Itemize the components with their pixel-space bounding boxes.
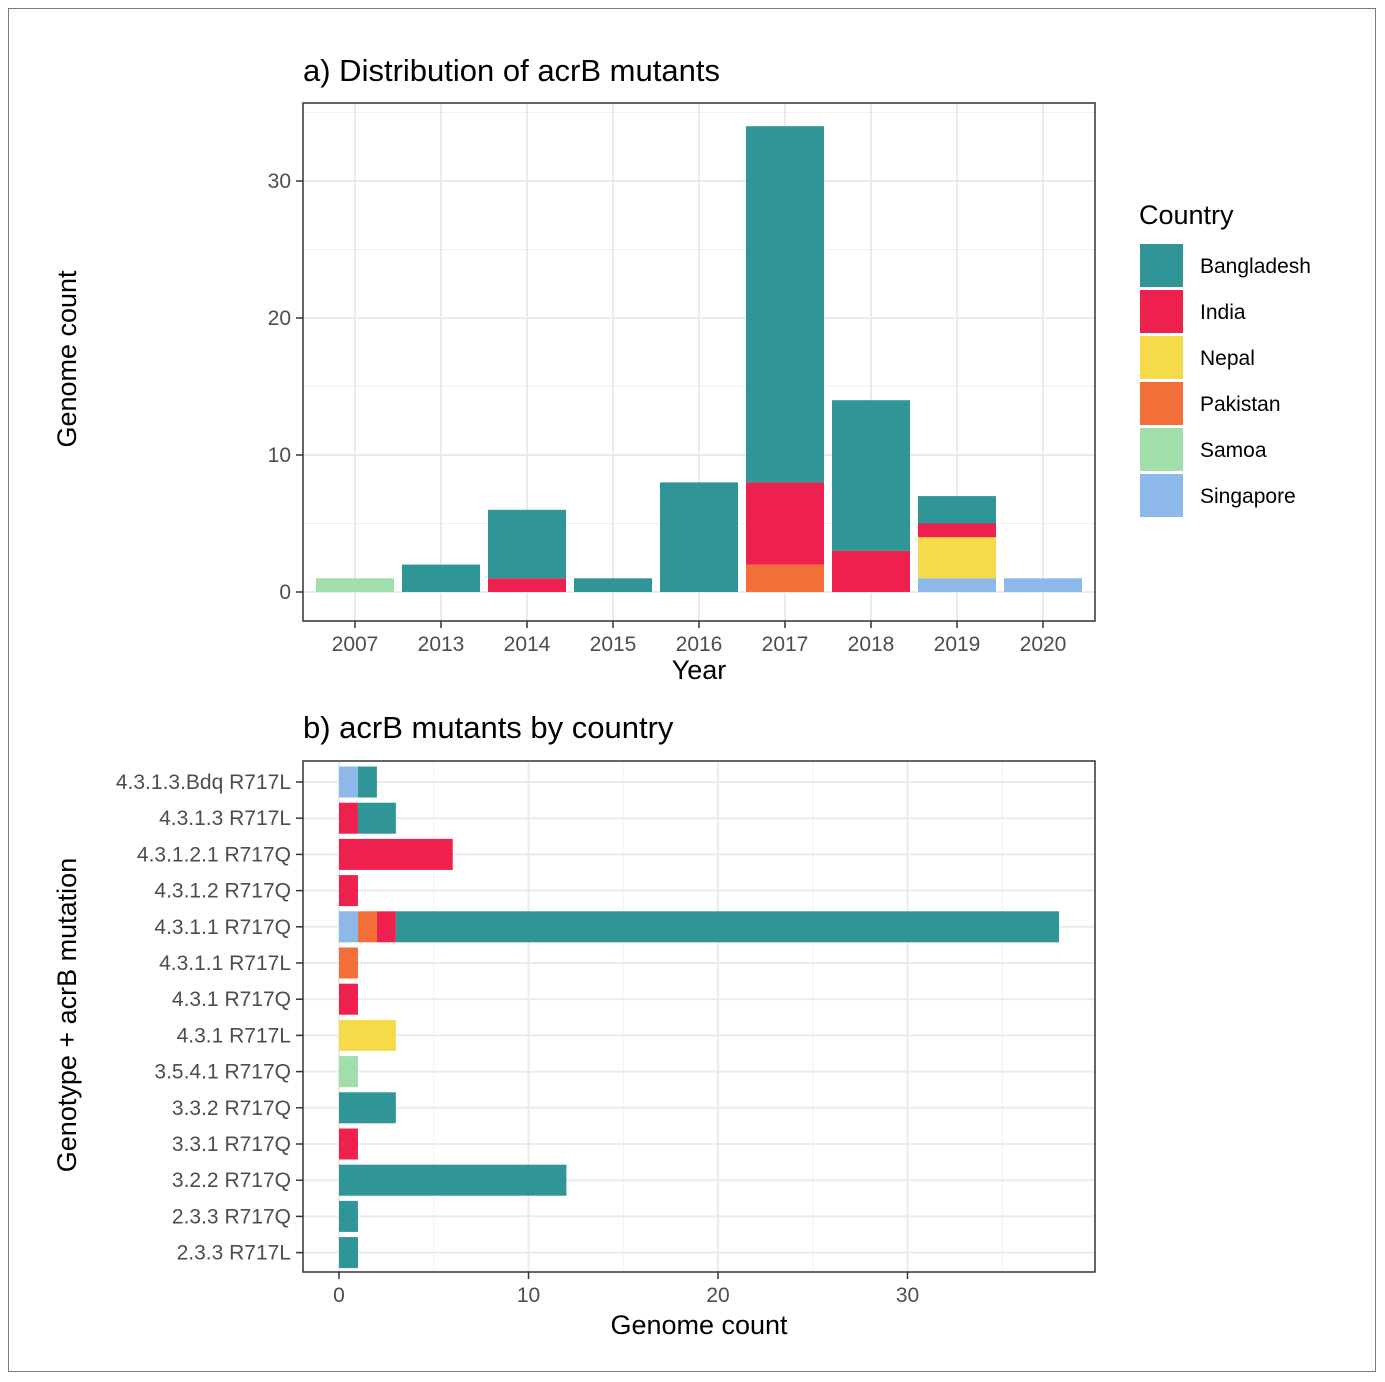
bar-2007-samoa (316, 578, 394, 592)
panel-b: b) acrB mutants by country 4.3.1.3.Bdq R… (52, 710, 1096, 1340)
bar-2017-bangladesh (746, 126, 824, 483)
x-tick-label: 2014 (504, 633, 551, 656)
bar-4-3-1-3-r717l-india (339, 802, 358, 834)
y-tick-label: 3.3.1 R717Q (172, 1133, 291, 1156)
y-tick-label: 2.3.3 R717L (177, 1242, 291, 1265)
panel-a-y-axis-title: Genome count (52, 270, 82, 448)
panel-a: a) Distribution of acrB mutants 0102030 … (52, 53, 1096, 685)
bar-2-3-3-r717l-bangladesh (339, 1237, 358, 1269)
x-tick-label: 0 (333, 1284, 345, 1307)
y-tick-label: 10 (268, 444, 291, 467)
legend-swatch-nepal (1140, 336, 1183, 379)
bar-2020-singapore (1004, 578, 1082, 592)
y-tick-label: 2.3.3 R717Q (172, 1205, 291, 1228)
bar-4-3-1-r717l-nepal (339, 1019, 396, 1051)
bar-4-3-1-3-bdq-r717l-bangladesh (357, 766, 377, 798)
bar-2018-india (832, 550, 910, 592)
panel-a-x-ticks: 2007 2013 2014 2015 2016 2017 2018 2019 2020 (332, 621, 1067, 656)
y-tick-label: 4.3.1 R717L (177, 1024, 291, 1047)
y-tick-label: 0 (279, 581, 291, 604)
bar-4-3-1-2-r717q-india (339, 875, 358, 907)
legend-label-nepal: Nepal (1200, 347, 1255, 370)
panel-a-x-axis-title: Year (672, 655, 727, 685)
x-tick-label: 2020 (1020, 633, 1067, 656)
y-tick-label: 4.3.1.3 R717L (159, 807, 291, 830)
panel-b-x-axis-title: Genome count (610, 1310, 788, 1340)
y-tick-label: 4.3.1.3.Bdq R717L (116, 771, 291, 794)
bar-2017-pakistan (746, 564, 824, 592)
panel-a-bars (316, 126, 1082, 592)
x-tick-label: 2019 (934, 633, 981, 656)
x-tick-label: 2007 (332, 633, 379, 656)
bar-4-3-1-2-1-r717q-india (339, 838, 453, 870)
bar-4-3-1-1-r717q-india (376, 911, 396, 943)
x-tick-label: 20 (706, 1284, 729, 1307)
bar-2019-india (918, 523, 996, 538)
panel-b-title: b) acrB mutants by country (303, 710, 674, 745)
bar-2013-bangladesh (402, 564, 480, 592)
panel-b-border (302, 760, 1096, 1273)
y-tick-label: 4.3.1.1 R717L (159, 952, 291, 975)
bar-3-3-1-r717q-india (339, 1128, 358, 1160)
bar-2016-bangladesh (660, 482, 738, 592)
y-tick-label: 3.2.2 R717Q (172, 1169, 291, 1192)
legend-label-singapore: Singapore (1200, 485, 1296, 508)
bar-2019-nepal (918, 537, 996, 579)
panel-b-y-ticks: 4.3.1.3.Bdq R717L 4.3.1.3 R717L 4.3.1.2.1 … (116, 771, 303, 1265)
legend-items: Bangladesh India Nepal Pakistan Samoa Singapo… (1140, 244, 1311, 517)
legend-title: Country (1139, 200, 1234, 230)
legend-swatch-samoa (1140, 428, 1183, 471)
bar-3-3-2-r717q-bangladesh (339, 1092, 396, 1124)
legend-label-samoa: Samoa (1200, 439, 1267, 462)
legend: Country Bangladesh India Nepal Pakistan Samo… (1139, 200, 1311, 517)
legend-label-bangladesh: Bangladesh (1200, 255, 1311, 278)
bar-2014-india (488, 578, 566, 592)
panel-a-title: a) Distribution of acrB mutants (303, 53, 720, 88)
bar-4-3-1-3-r717l-bangladesh (357, 802, 396, 834)
y-tick-label: 4.3.1 R717Q (172, 988, 291, 1011)
bar-4-3-1-1-r717q-bangladesh (395, 911, 1060, 943)
legend-swatch-singapore (1140, 474, 1183, 517)
panel-b-bars (339, 766, 1060, 1269)
bar-4-3-1-r717q-india (339, 983, 358, 1015)
x-tick-label: 2017 (762, 633, 809, 656)
legend-swatch-bangladesh (1140, 244, 1183, 287)
panel-b-y-axis-title: Genotype + acrB mutation (52, 858, 82, 1172)
y-tick-label: 3.5.4.1 R717Q (154, 1061, 291, 1084)
x-tick-label: 2015 (590, 633, 637, 656)
legend-swatch-india (1140, 290, 1183, 333)
bar-2017-india (746, 482, 824, 565)
y-tick-label: 30 (268, 170, 291, 193)
bar-2018-bangladesh (832, 400, 910, 551)
bar-2014-bangladesh (488, 509, 566, 579)
x-tick-label: 2013 (418, 633, 465, 656)
x-tick-label: 30 (896, 1284, 919, 1307)
bar-2019-singapore (918, 578, 996, 592)
bar-4-3-1-1-r717l-pakistan (339, 947, 358, 979)
x-tick-label: 2018 (848, 633, 895, 656)
y-tick-label: 3.3.2 R717Q (172, 1097, 291, 1120)
bar-3-5-4-1-r717q-samoa (339, 1056, 358, 1088)
bar-2019-bangladesh (918, 496, 996, 524)
bar-4-3-1-1-r717q-singapore (339, 911, 358, 943)
bar-3-2-2-r717q-bangladesh (339, 1164, 567, 1196)
legend-label-pakistan: Pakistan (1200, 393, 1281, 416)
y-tick-label: 20 (268, 307, 291, 330)
panel-a-y-ticks: 0 10 20 30 (268, 170, 303, 604)
x-tick-label: 10 (517, 1284, 540, 1307)
panel-a-grid (303, 103, 1095, 621)
bar-2-3-3-r717q-bangladesh (339, 1200, 358, 1232)
bar-4-3-1-3-bdq-r717l-singapore (339, 766, 358, 798)
y-tick-label: 4.3.1.1 R717Q (154, 916, 291, 939)
x-tick-label: 2016 (676, 633, 723, 656)
bar-2015-bangladesh (574, 578, 652, 592)
y-tick-label: 4.3.1.2.1 R717Q (137, 843, 291, 866)
y-tick-label: 4.3.1.2 R717Q (154, 880, 291, 903)
legend-label-india: India (1200, 301, 1246, 324)
bar-4-3-1-1-r717q-pakistan (357, 911, 377, 943)
legend-swatch-pakistan (1140, 382, 1183, 425)
panel-b-x-ticks: 0 10 20 30 (333, 1272, 919, 1307)
